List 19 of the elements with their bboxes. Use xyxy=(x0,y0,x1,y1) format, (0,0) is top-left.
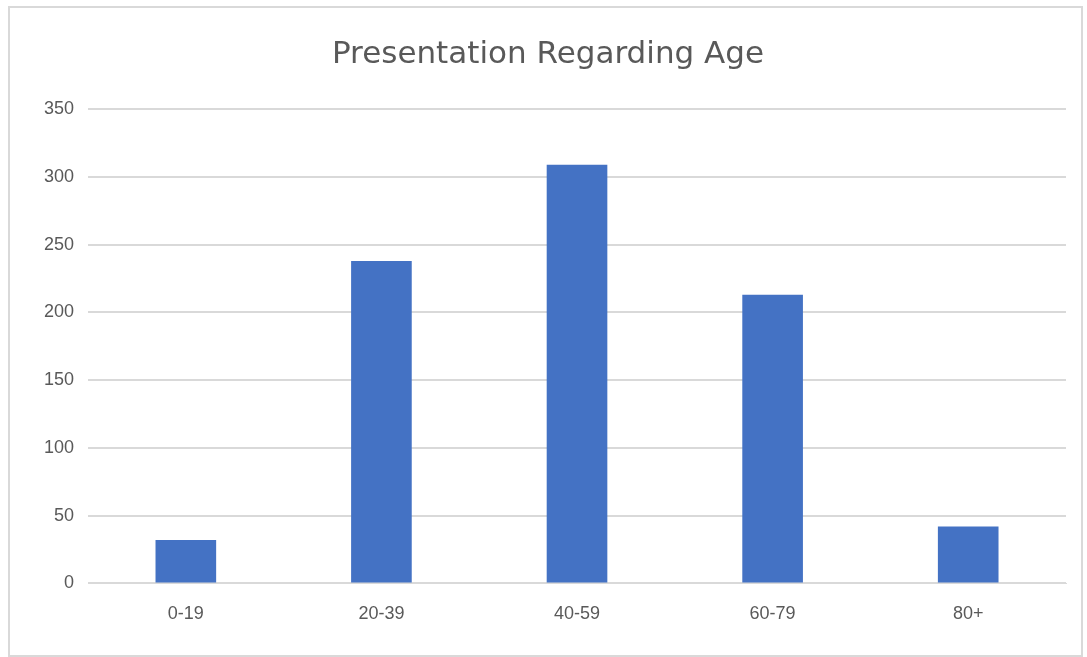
y-tick-label: 100 xyxy=(43,436,75,457)
bar xyxy=(937,526,999,583)
y-tick-label: 50 xyxy=(54,504,75,525)
y-tick-label: 200 xyxy=(43,301,75,322)
y-tick-label: 150 xyxy=(43,369,75,390)
bar xyxy=(155,540,217,583)
y-tick-label: 350 xyxy=(43,98,75,119)
y-tick-label: 0 xyxy=(64,572,75,593)
chart-title: Presentation Regarding Age xyxy=(331,33,765,70)
x-tick-label: 20-39 xyxy=(358,603,405,624)
x-tick-label: 0-19 xyxy=(167,603,204,624)
bar xyxy=(546,164,608,583)
x-tick-label: 80+ xyxy=(952,603,984,624)
x-tick-label: 60-79 xyxy=(749,603,796,624)
x-tick-label: 40-59 xyxy=(553,603,601,624)
y-tick-label: 300 xyxy=(43,165,75,186)
bar xyxy=(351,260,412,583)
y-tick-label: 250 xyxy=(43,233,75,254)
bar xyxy=(742,294,803,583)
